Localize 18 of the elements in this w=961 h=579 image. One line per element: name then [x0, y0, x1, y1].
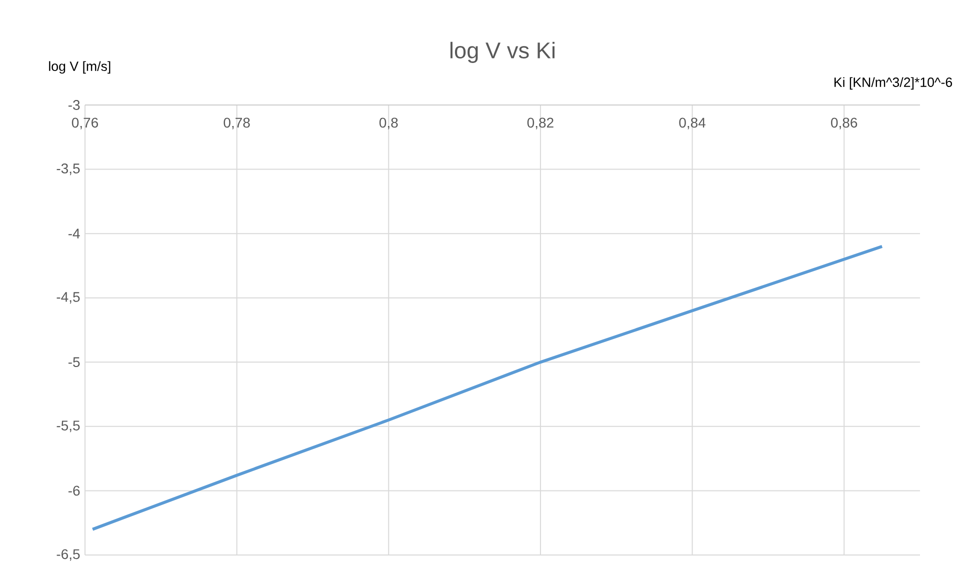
x-tick-label: 0,84 — [679, 118, 706, 130]
y-tick-label: -3 — [68, 100, 80, 110]
x-axis-title: Ki [KN/m^3/2]*10^-6 — [834, 77, 952, 90]
x-tick-label: 0,8 — [379, 118, 398, 130]
x-tick-label: 0,76 — [72, 118, 98, 130]
x-tick-label: 0,82 — [527, 118, 554, 130]
y-tick-label: -6,5 — [56, 549, 80, 561]
chart-title: log V vs Ki — [450, 42, 554, 63]
y-tick-label: -5 — [68, 357, 80, 368]
y-tick-label: -4 — [68, 228, 80, 238]
y-tick-label: -3,5 — [56, 164, 80, 176]
y-tick-label: -4,5 — [56, 292, 80, 304]
x-tick-label: 0,78 — [224, 118, 250, 130]
y-tick-label: -5,5 — [56, 420, 80, 432]
y-tick-label: -6 — [68, 486, 80, 496]
line-series — [91, 244, 884, 531]
y-axis-title: log V [m/s] — [49, 61, 110, 74]
x-tick-label: 0,86 — [831, 118, 858, 130]
